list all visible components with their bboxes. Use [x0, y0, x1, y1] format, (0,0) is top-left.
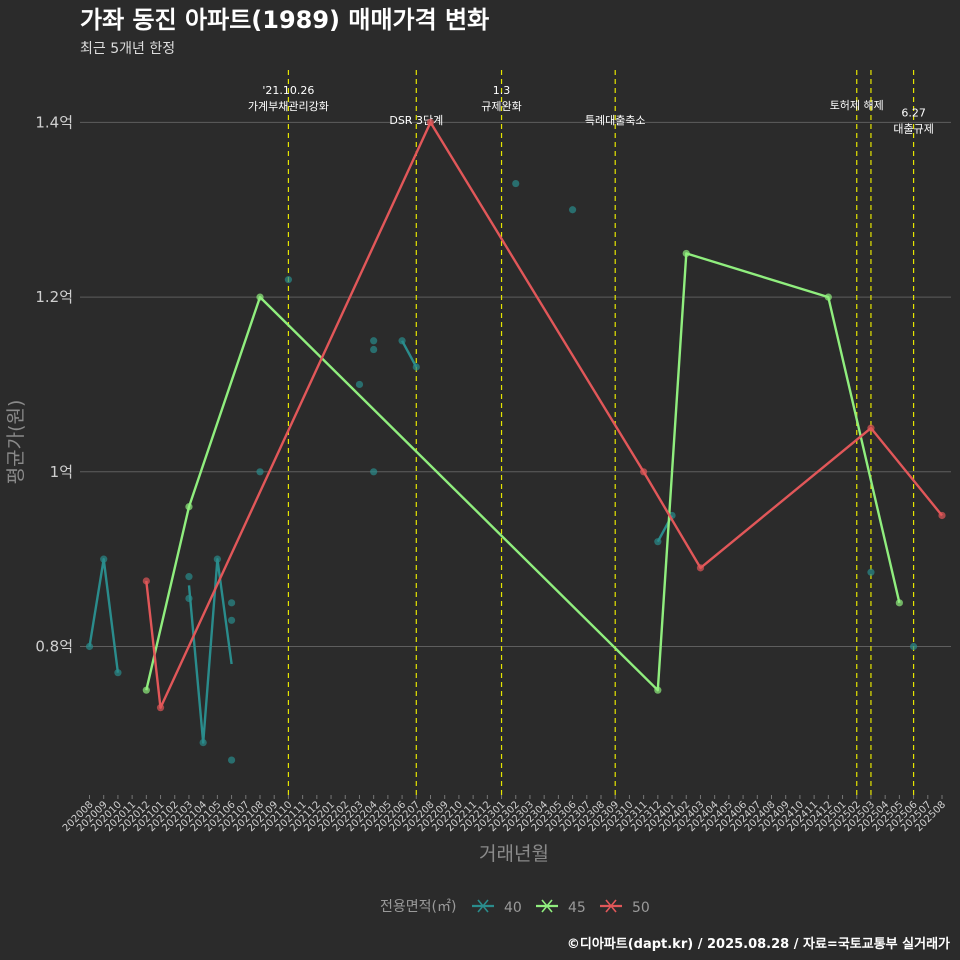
data-point — [654, 538, 662, 546]
source-caption: ©디아파트(dapt.kr) / 2025.08.28 / 자료=국토교통부 실… — [567, 936, 950, 952]
data-point — [654, 686, 662, 694]
data-point — [355, 380, 364, 389]
data-point — [682, 249, 690, 258]
data-point — [256, 468, 264, 476]
gridlines — [80, 121, 951, 648]
event-label: 토허제 해제 — [830, 98, 884, 112]
data-point — [114, 669, 122, 677]
data-point — [256, 293, 264, 301]
data-point — [85, 642, 94, 651]
series-line — [88, 558, 120, 673]
event-label: 규제완화 — [481, 100, 521, 113]
legend-swatch-cross — [541, 899, 553, 913]
legend-item-40: 40 — [472, 899, 522, 916]
legend-swatch-cross — [605, 899, 617, 913]
y-axis-title: 평균가(원) — [5, 400, 27, 485]
series-line — [187, 558, 233, 744]
legend-label: 50 — [632, 900, 650, 916]
series-layer — [85, 118, 946, 764]
data-point — [185, 503, 193, 511]
data-point — [227, 616, 236, 624]
y-tick-label: 1억 — [50, 463, 73, 481]
event-label: '21.10.26 — [262, 84, 314, 97]
legend-swatch-cross — [477, 899, 489, 913]
data-point — [568, 206, 577, 214]
data-point — [938, 511, 946, 520]
series-50 — [142, 118, 946, 712]
data-point — [284, 276, 293, 284]
event-label: 1.3 — [493, 84, 511, 97]
data-point — [909, 642, 918, 651]
data-point — [824, 293, 832, 301]
data-point — [640, 468, 648, 476]
series-40 — [85, 179, 918, 764]
x-axis-title: 거래년월 — [479, 843, 549, 865]
data-point — [867, 568, 875, 576]
legend-item-50: 50 — [600, 899, 650, 916]
series-45 — [142, 249, 903, 694]
data-point — [867, 424, 875, 432]
y-axis-ticks: 0.8억 1억 1.2억 1.4억 — [35, 113, 73, 655]
data-point — [185, 573, 193, 581]
data-point — [227, 756, 236, 764]
data-point — [412, 363, 420, 371]
legend-label: 40 — [504, 900, 522, 916]
event-label: 가계부채관리강화 — [248, 100, 329, 113]
data-point — [185, 594, 193, 603]
x-axis-ticks: 2020082020092020102020112020122021012021… — [61, 795, 948, 834]
data-point — [156, 704, 165, 712]
y-tick-label: 1.4억 — [35, 113, 73, 131]
series-line — [401, 340, 418, 368]
legend-item-45: 45 — [536, 899, 586, 916]
y-tick-label: 1.2억 — [35, 288, 73, 306]
data-point — [142, 686, 150, 694]
data-point — [370, 468, 378, 476]
data-point — [398, 337, 406, 345]
data-point — [100, 555, 108, 563]
y-tick-label: 0.8억 — [35, 638, 73, 656]
chart-title: 가좌 동진 아파트(1989) 매매가격 변화 — [80, 6, 489, 34]
event-label: 6.27 — [901, 107, 926, 120]
data-point — [199, 738, 207, 747]
data-point — [512, 179, 520, 188]
series-line — [145, 121, 943, 709]
data-point — [370, 345, 378, 354]
legend-label: 45 — [568, 900, 586, 916]
legend-title: 전용면적(㎡) — [380, 899, 456, 915]
data-point — [142, 577, 150, 585]
data-point — [213, 555, 221, 563]
chart-subtitle: 최근 5개년 한정 — [80, 41, 175, 57]
data-point — [227, 599, 236, 607]
legend: 전용면적(㎡) 40 45 50 — [380, 899, 650, 916]
data-point — [370, 337, 378, 345]
event-label: 특례대출축소 — [585, 114, 646, 127]
data-point — [895, 599, 903, 607]
event-label: 대출규제 — [893, 123, 933, 136]
event-label: DSR 3단계 — [389, 114, 443, 127]
data-point — [696, 564, 705, 572]
data-point — [426, 118, 435, 127]
